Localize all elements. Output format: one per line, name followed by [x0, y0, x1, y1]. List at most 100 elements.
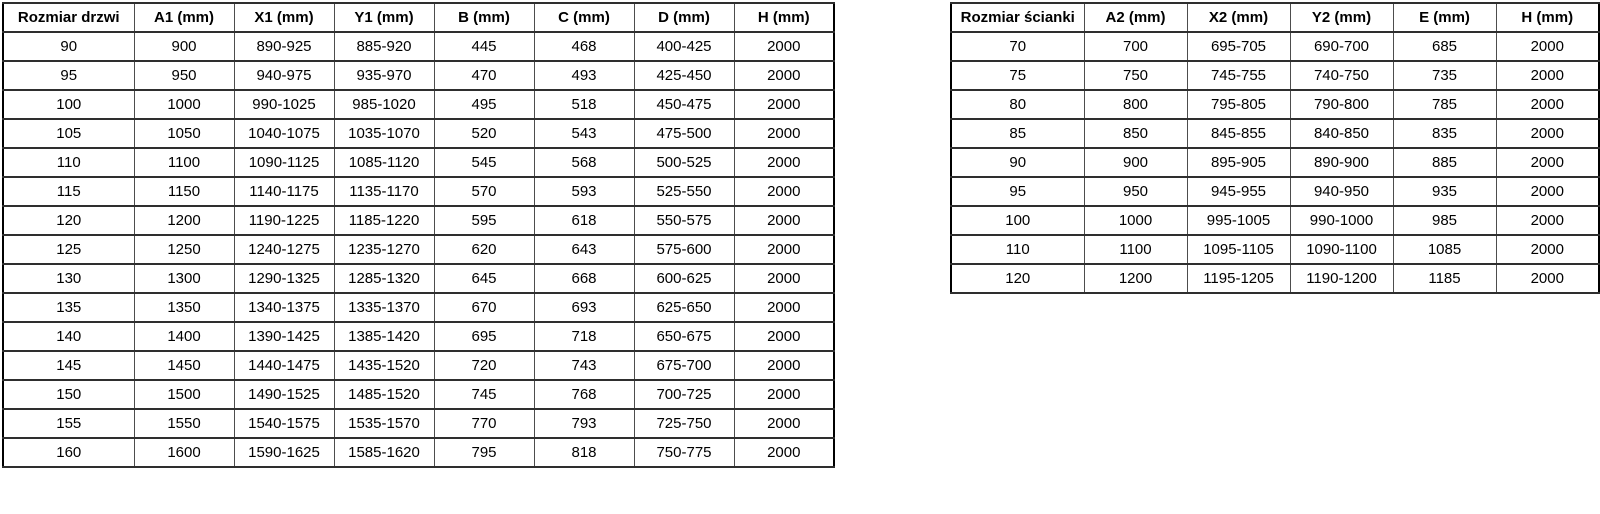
column-header: Rozmiar drzwi: [2, 2, 135, 33]
table-cell: 990-1025: [233, 89, 335, 120]
table-cell: 818: [533, 437, 635, 468]
table-cell: 2000: [733, 408, 835, 439]
table-cell: 495: [433, 89, 535, 120]
table-row: 135 1350 1340-1375 1335-1370 670 693 625-650 20…: [2, 292, 835, 323]
table-cell: 743: [533, 350, 635, 381]
column-header: A1 (mm): [133, 2, 235, 33]
column-header: B (mm): [433, 2, 535, 33]
table-row: 90 900 890-925 885-920 445 468 400-425 2000: [2, 31, 835, 62]
table-cell: 1100: [133, 147, 235, 178]
table-cell: 770: [433, 408, 535, 439]
table-cell: 995-1005: [1186, 205, 1291, 236]
table-cell: 900: [1083, 147, 1188, 178]
table-cell: 100: [2, 89, 135, 120]
table-cell: 2000: [733, 205, 835, 236]
table-cell: 110: [2, 147, 135, 178]
table-cell: 1090-1125: [233, 147, 335, 178]
table-cell: 130: [2, 263, 135, 294]
table-cell: 940-950: [1289, 176, 1394, 207]
table-cell: 2000: [733, 263, 835, 294]
table-cell: 75: [950, 60, 1085, 91]
table-cell: 493: [533, 60, 635, 91]
table-cell: 725-750: [633, 408, 735, 439]
table-cell: 720: [433, 350, 535, 381]
table-cell: 1485-1520: [333, 379, 435, 410]
table-cell: 125: [2, 234, 135, 265]
table-cell: 1385-1420: [333, 321, 435, 352]
table-row: 130 1300 1290-1325 1285-1320 645 668 600-625 20…: [2, 263, 835, 294]
table-cell: 1040-1075: [233, 118, 335, 149]
table-cell: 1085: [1392, 234, 1497, 265]
table-cell: 768: [533, 379, 635, 410]
table-cell: 1535-1570: [333, 408, 435, 439]
table-cell: 120: [2, 205, 135, 236]
table-cell: 1400: [133, 321, 235, 352]
table-cell: 1235-1270: [333, 234, 435, 265]
table-cell: 735: [1392, 60, 1497, 91]
table-cell: 695-705: [1186, 31, 1291, 62]
table-cell: 690-700: [1289, 31, 1394, 62]
table-cell: 2000: [733, 321, 835, 352]
table-cell: 740-750: [1289, 60, 1394, 91]
table-cell: 2000: [733, 350, 835, 381]
table-cell: 885: [1392, 147, 1497, 178]
table-cell: 568: [533, 147, 635, 178]
table-cell: 935-970: [333, 60, 435, 91]
table-row: 80 800 795-805 790-800 785 2000: [950, 89, 1600, 120]
table-cell: 475-500: [633, 118, 735, 149]
table-cell: 643: [533, 234, 635, 265]
table-cell: 685: [1392, 31, 1497, 62]
column-header: E (mm): [1392, 2, 1497, 33]
table-cell: 1090-1100: [1289, 234, 1394, 265]
table-cell: 945-955: [1186, 176, 1291, 207]
table-cell: 1335-1370: [333, 292, 435, 323]
table-row: 105 1050 1040-1075 1035-1070 520 543 475-500 20…: [2, 118, 835, 149]
table-cell: 1600: [133, 437, 235, 468]
table-cell: 2000: [1495, 234, 1600, 265]
table-cell: 2000: [733, 379, 835, 410]
table-cell: 890-925: [233, 31, 335, 62]
table-cell: 1100: [1083, 234, 1188, 265]
column-header: H (mm): [733, 2, 835, 33]
table-row: 160 1600 1590-1625 1585-1620 795 818 750-775 20…: [2, 437, 835, 468]
table-cell: 650-675: [633, 321, 735, 352]
table-cell: 570: [433, 176, 535, 207]
table-cell: 950: [133, 60, 235, 91]
table-row: 120 1200 1190-1225 1185-1220 595 618 550-575 20…: [2, 205, 835, 236]
table-cell: 2000: [1495, 31, 1600, 62]
table-cell: 985: [1392, 205, 1497, 236]
table-cell: 1190-1200: [1289, 263, 1394, 294]
table-cell: 575-600: [633, 234, 735, 265]
table-cell: 1190-1225: [233, 205, 335, 236]
table-cell: 1590-1625: [233, 437, 335, 468]
table-cell: 1140-1175: [233, 176, 335, 207]
table-cell: 990-1000: [1289, 205, 1394, 236]
table-cell: 2000: [1495, 147, 1600, 178]
table-cell: 90: [950, 147, 1085, 178]
table-cell: 425-450: [633, 60, 735, 91]
column-header: Y2 (mm): [1289, 2, 1394, 33]
wall-size-table: Rozmiar ścianki A2 (mm) X2 (mm) Y2 (mm) E (m…: [950, 2, 1600, 294]
table-cell: 1085-1120: [333, 147, 435, 178]
column-header: Rozmiar ścianki: [950, 2, 1085, 33]
table-cell: 518: [533, 89, 635, 120]
table-cell: 80: [950, 89, 1085, 120]
table-cell: 520: [433, 118, 535, 149]
table-cell: 645: [433, 263, 535, 294]
table-cell: 2000: [733, 176, 835, 207]
table-cell: 1500: [133, 379, 235, 410]
table-cell: 1035-1070: [333, 118, 435, 149]
table-row: 110 1100 1095-1105 1090-1100 1085 2000: [950, 234, 1600, 265]
table-cell: 150: [2, 379, 135, 410]
table-cell: 2000: [1495, 205, 1600, 236]
column-header: X2 (mm): [1186, 2, 1291, 33]
table-cell: 795-805: [1186, 89, 1291, 120]
header-row: Rozmiar drzwi A1 (mm) X1 (mm) Y1 (mm) B (mm)…: [2, 2, 835, 33]
table-cell: 695: [433, 321, 535, 352]
table-cell: 2000: [733, 147, 835, 178]
table-cell: 450-475: [633, 89, 735, 120]
table-cell: 940-975: [233, 60, 335, 91]
table-cell: 2000: [733, 118, 835, 149]
table-cell: 145: [2, 350, 135, 381]
table-cell: 668: [533, 263, 635, 294]
